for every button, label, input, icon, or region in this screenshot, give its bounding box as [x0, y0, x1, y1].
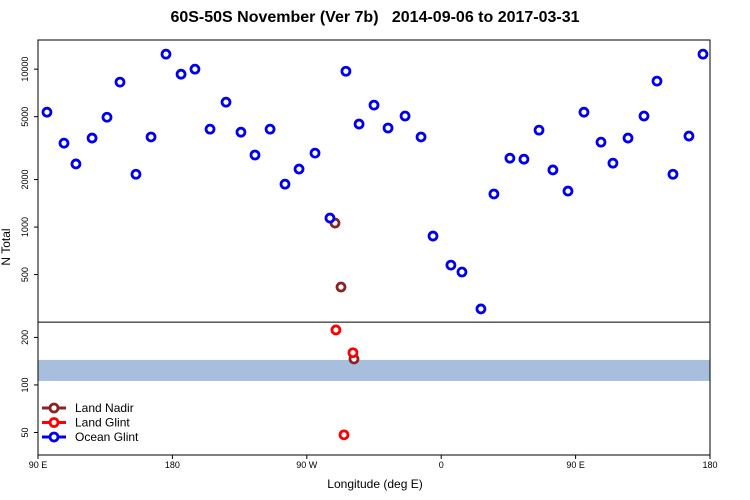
- point: [368, 99, 380, 111]
- point: [86, 132, 98, 144]
- point: [338, 429, 350, 441]
- point: [382, 122, 394, 134]
- y-tick-label: 50: [20, 427, 30, 437]
- legend-marker: [48, 417, 60, 428]
- point: [114, 76, 126, 88]
- point: [622, 132, 634, 144]
- legend-label: Land Glint: [75, 416, 130, 430]
- y-tick-label: 1000: [20, 217, 30, 237]
- point: [293, 163, 305, 175]
- point: [175, 68, 187, 80]
- point: [220, 96, 232, 108]
- point: [330, 324, 342, 336]
- y-tick-label: 200: [20, 330, 30, 345]
- point: [58, 137, 70, 149]
- point: [101, 111, 113, 123]
- point: [488, 188, 500, 200]
- point: [456, 266, 468, 278]
- y-tick-label: 500: [20, 267, 30, 282]
- y-tick-label: 5000: [20, 107, 30, 127]
- x-axis-label: Longitude (deg E): [327, 477, 422, 491]
- shaded-band: [38, 359, 710, 381]
- legend-label: Ocean Glint: [75, 430, 139, 444]
- point: [651, 75, 663, 87]
- point: [309, 147, 321, 159]
- point: [475, 303, 487, 315]
- point: [518, 153, 530, 165]
- point: [353, 118, 365, 130]
- point: [607, 157, 619, 169]
- point: [145, 131, 157, 143]
- point: [697, 48, 709, 60]
- point: [324, 212, 336, 224]
- point: [130, 168, 142, 180]
- point: [204, 123, 216, 135]
- legend-marker: [48, 402, 60, 414]
- x-tick-label: 0: [439, 460, 444, 470]
- x-tick-label: 180: [165, 460, 180, 470]
- point: [667, 168, 679, 180]
- point: [347, 347, 359, 359]
- point: [595, 136, 607, 148]
- point: [415, 131, 427, 143]
- point: [504, 152, 516, 164]
- point: [335, 281, 347, 293]
- y-tick-label: 10000: [20, 57, 30, 82]
- legend-label: Land Nadir: [75, 401, 134, 415]
- x-tick-label: 90 W: [296, 460, 318, 470]
- y-tick-label: 100: [20, 377, 30, 392]
- plot-frame: [37, 39, 711, 456]
- point: [235, 126, 247, 138]
- legend-marker: [48, 431, 60, 443]
- x-tick-label: 90 E: [29, 460, 48, 470]
- point: [638, 110, 650, 122]
- point: [249, 149, 261, 161]
- point: [279, 178, 291, 190]
- point: [578, 106, 590, 118]
- y-axis-label: N Total: [0, 228, 13, 265]
- point: [340, 65, 352, 77]
- point: [264, 123, 276, 135]
- chart-title: 60S-50S November (Ver 7b) 2014-09-06 to …: [170, 9, 579, 26]
- point: [547, 164, 559, 176]
- point: [70, 158, 82, 170]
- point: [427, 230, 439, 242]
- point: [160, 48, 172, 60]
- point: [533, 124, 545, 136]
- point: [41, 106, 53, 118]
- point: [189, 63, 201, 75]
- y-tick-label: 2000: [20, 170, 30, 190]
- x-tick-label: 180: [702, 460, 717, 470]
- point: [399, 110, 411, 122]
- point: [683, 130, 695, 142]
- point: [445, 259, 457, 271]
- point: [562, 185, 574, 197]
- x-tick-label: 90 E: [566, 460, 585, 470]
